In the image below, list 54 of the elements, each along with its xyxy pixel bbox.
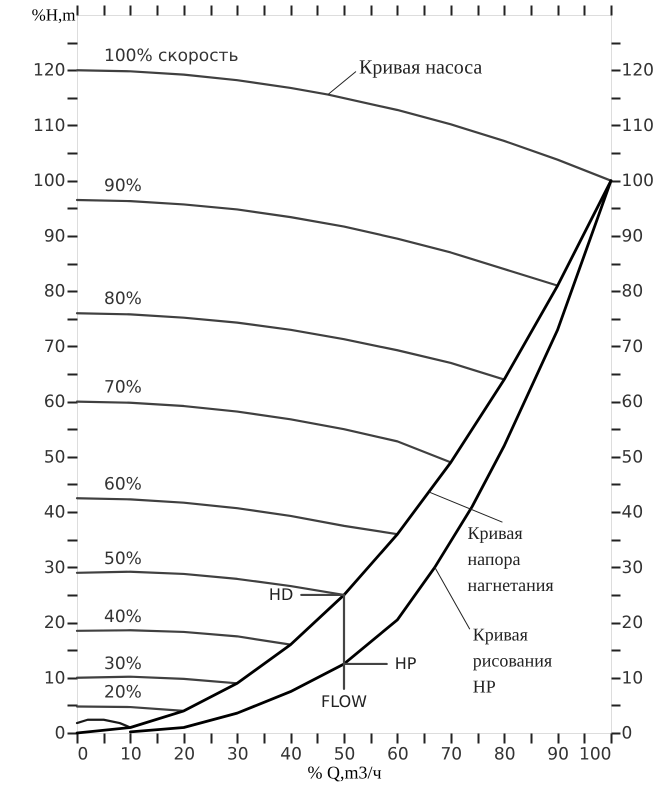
annotation: Кривая напора нагнетания (467, 523, 554, 596)
x-tick-label: 100 (579, 744, 612, 764)
y-tick-label: 60 (44, 392, 66, 412)
y-tick-label: 20 (44, 613, 66, 634)
series-label: 30% (104, 654, 142, 674)
x-tick-label: 40 (280, 744, 302, 764)
series-label: 40% (104, 606, 142, 627)
y2-tick-label: 40 (622, 502, 644, 523)
x-tick-label: 80 (494, 744, 516, 764)
series-label: 20% (104, 682, 142, 702)
x-tick-label: 90 (547, 744, 569, 764)
annotation: FLOW (321, 692, 368, 711)
y2-tick-label: 80 (622, 282, 644, 302)
y2-tick-label: 100 (622, 171, 654, 192)
x-axis-title: % Q,m3/ч (307, 762, 382, 782)
annotation: Кривая рисования HP (472, 624, 552, 696)
x-tick-label: 30 (226, 744, 249, 764)
y-tick-label: 90 (44, 226, 66, 246)
x-tick-label: 10 (120, 744, 142, 764)
annotation: HD (268, 584, 294, 604)
y2-tick-label: 0 (622, 724, 632, 744)
series-label: 70% (104, 378, 142, 398)
y-tick-label: 100 (33, 171, 66, 192)
y-tick-label: 120 (33, 60, 66, 81)
x-tick-label: 50 (334, 744, 356, 764)
y2-tick-label: 50 (622, 447, 644, 468)
annotation: HP (394, 654, 417, 673)
series-label: 50% (104, 548, 142, 569)
y2-tick-label: 20 (622, 613, 644, 634)
series-label: 80% (104, 289, 142, 310)
series-label: 100% скорость (104, 46, 238, 66)
y-tick-label: 50 (44, 447, 66, 468)
x-tick-label: 20 (173, 744, 196, 764)
series-label: 90% (104, 176, 142, 196)
y-tick-label: 70 (44, 336, 66, 357)
y2-tick-label: 70 (622, 336, 644, 357)
x-tick-label: 60 (387, 744, 409, 764)
y2-tick-label: 60 (622, 392, 644, 412)
y-tick-label: 10 (44, 668, 66, 688)
y2-tick-label: 30 (622, 558, 644, 578)
x-tick-label: 70 (440, 744, 462, 764)
y-tick-label: 110 (33, 116, 66, 136)
annotation: Кривая насоса (358, 56, 482, 79)
y-tick-label: 40 (44, 502, 66, 523)
x-tick-label: 0 (78, 744, 88, 764)
y-tick-label: 30 (44, 558, 66, 578)
y2-tick-label: 110 (622, 116, 654, 136)
y-axis-title: %H,m (32, 6, 76, 24)
y2-tick-label: 10 (622, 668, 644, 688)
y-tick-label: 80 (44, 282, 66, 302)
series-label: 60% (104, 474, 142, 494)
y2-tick-label: 90 (622, 226, 644, 246)
y2-tick-label: 120 (622, 60, 654, 81)
y-tick-label: 0 (54, 724, 66, 744)
